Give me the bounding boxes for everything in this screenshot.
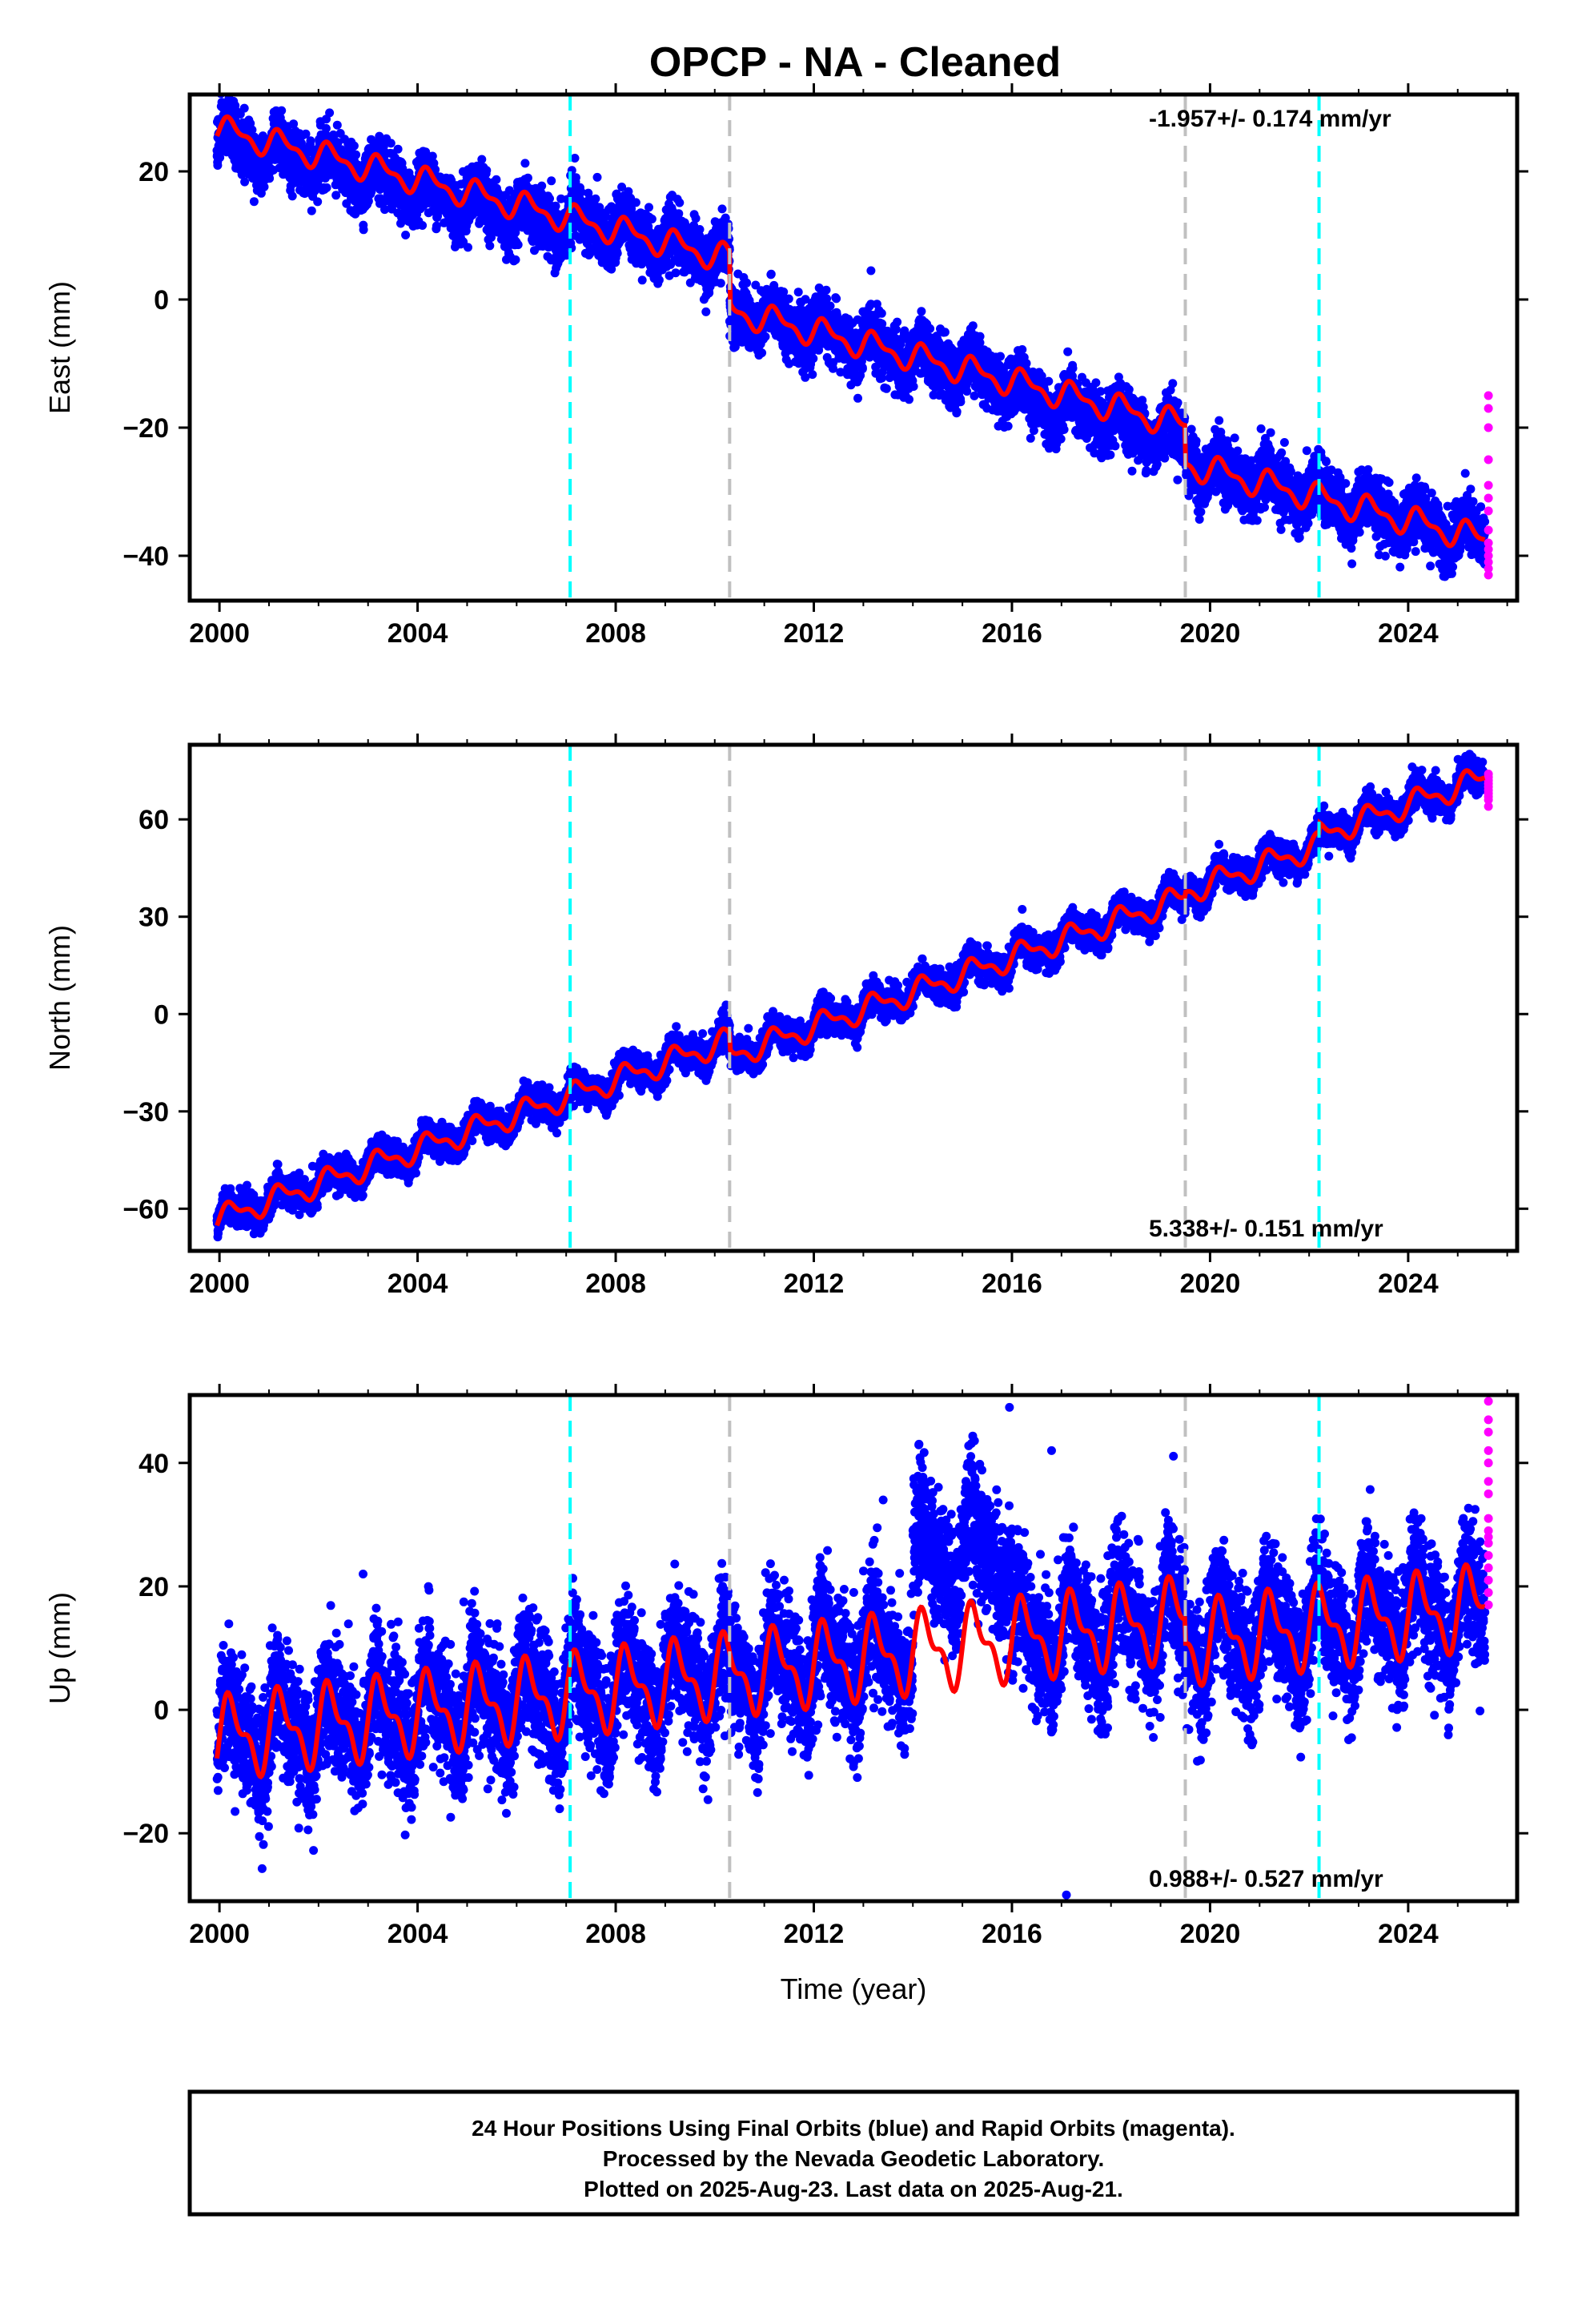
final-orbit-point — [695, 225, 705, 234]
final-orbit-point — [289, 119, 299, 129]
final-orbit-point — [647, 215, 656, 223]
final-orbit-point — [349, 141, 359, 151]
final-orbit-point — [249, 197, 259, 207]
final-orbit-point — [654, 275, 664, 285]
final-orbit-point — [537, 181, 547, 191]
final-orbit-point — [545, 194, 554, 203]
final-orbit-point — [612, 248, 622, 258]
final-orbit-point — [757, 348, 767, 358]
final-orbit-point — [717, 204, 727, 214]
final-orbit-point — [259, 182, 269, 191]
panels: 2000 2004 2008 2012 2016 2020 2024200−20−40Eas… — [43, 83, 1528, 2005]
final-orbit-point — [401, 231, 411, 239]
final-orbit-point — [513, 240, 523, 250]
final-orbit-point — [832, 294, 841, 304]
final-orbit-point — [287, 191, 297, 201]
final-orbit-point — [351, 150, 361, 159]
final-orbit-point — [809, 354, 818, 364]
final-orbit-point — [866, 266, 876, 275]
final-orbit-point — [631, 198, 640, 207]
final-orbit-point — [674, 209, 684, 219]
final-orbit-point — [321, 123, 331, 133]
final-orbit-point — [485, 241, 495, 251]
final-orbit-point — [701, 307, 711, 316]
final-orbit-point — [742, 278, 752, 287]
final-orbit-point — [247, 125, 257, 135]
final-orbit-point — [418, 221, 428, 230]
final-orbit-point — [523, 173, 532, 183]
final-orbit-point — [492, 175, 501, 184]
final-orbit-point — [333, 138, 343, 147]
final-orbit-point — [766, 269, 776, 279]
final-orbit-point — [482, 166, 492, 175]
final-orbit-point — [359, 225, 368, 235]
final-orbit-point — [761, 332, 770, 341]
final-orbit-point — [306, 136, 315, 146]
plot-area — [212, 94, 1493, 581]
final-orbit-point — [671, 268, 681, 278]
final-orbit-point — [301, 129, 311, 139]
final-orbit-point — [793, 287, 803, 297]
final-orbit-point — [240, 177, 250, 187]
final-orbit-point — [637, 275, 647, 285]
final-orbit-point — [386, 139, 396, 148]
final-orbit-point — [547, 176, 556, 186]
final-orbit-point — [520, 159, 530, 168]
final-orbit-point — [239, 103, 249, 113]
final-orbit-point — [325, 108, 335, 118]
final-orbit-point — [675, 198, 685, 207]
final-orbit-point — [881, 384, 891, 393]
final-orbit-point — [570, 154, 580, 163]
final-orbit-point — [511, 255, 520, 264]
final-orbit-point — [571, 173, 580, 183]
final-orbit-point — [808, 370, 817, 380]
final-orbit-point — [592, 172, 602, 182]
final-orbit-point — [784, 294, 793, 304]
final-orbit-point — [277, 106, 287, 115]
final-orbit-point — [313, 197, 323, 207]
final-orbit-point — [857, 364, 867, 374]
final-orbit-point — [853, 393, 862, 403]
final-orbit-point — [716, 279, 725, 288]
final-orbit-point — [477, 155, 487, 164]
final-orbit-point — [322, 183, 331, 192]
final-orbit-point — [877, 308, 886, 318]
final-orbit-point — [213, 161, 223, 170]
final-orbit-point — [644, 203, 653, 212]
final-orbit-point — [307, 206, 316, 215]
final-orbit-point — [331, 191, 341, 200]
final-orbit-point — [393, 144, 403, 154]
final-orbit-point — [821, 285, 831, 295]
final-orbit-point — [464, 243, 472, 252]
panel-east: 2000 2004 2008 2012 2016 2020 2024200−20−40Eas… — [43, 83, 1528, 649]
figure-title: OPCP - NA - Cleaned — [649, 39, 1061, 86]
final-orbit-point — [691, 214, 701, 223]
final-orbit-point — [363, 196, 373, 206]
final-orbit-point — [332, 120, 342, 130]
final-orbit-point — [237, 170, 247, 179]
final-orbit-point — [551, 201, 560, 211]
final-orbit-point — [825, 301, 835, 311]
